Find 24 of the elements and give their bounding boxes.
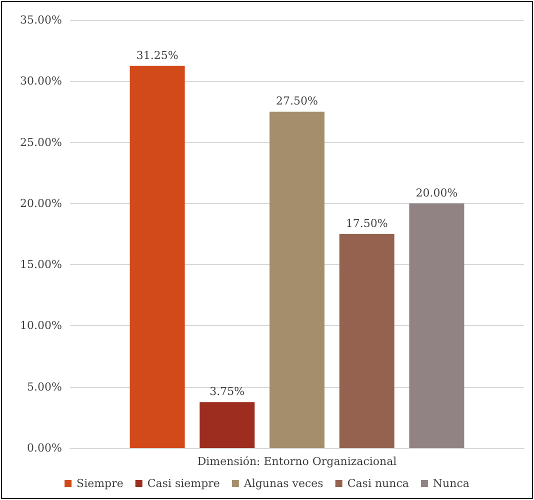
y-tick-label: 30.00% bbox=[20, 74, 62, 88]
y-tick-label: 15.00% bbox=[20, 258, 62, 272]
legend-label: Algunas veces bbox=[242, 477, 324, 490]
legend-label: Nunca bbox=[432, 477, 470, 490]
data-label: 31.25% bbox=[136, 48, 178, 62]
y-tick-label: 0.00% bbox=[27, 442, 62, 454]
data-label: 27.50% bbox=[276, 94, 318, 108]
y-tick-label: 35.00% bbox=[20, 14, 62, 26]
legend-label: Casi nunca bbox=[347, 477, 410, 490]
y-tick-label: 20.00% bbox=[20, 196, 62, 210]
bar bbox=[270, 112, 324, 448]
bar bbox=[409, 203, 464, 448]
bar bbox=[339, 234, 394, 448]
y-tick-label: 10.00% bbox=[20, 319, 62, 332]
legend-label: Siempre bbox=[76, 477, 124, 490]
x-tick-label: Dimensión: Entorno Organizacional bbox=[197, 455, 398, 468]
data-label: 3.75% bbox=[210, 385, 245, 398]
data-label: 20.00% bbox=[416, 186, 458, 200]
y-tick-label: 25.00% bbox=[20, 136, 62, 149]
bar bbox=[130, 66, 185, 448]
legend-label: Casi siempre bbox=[147, 477, 220, 490]
data-label: 17.50% bbox=[346, 217, 388, 230]
bar bbox=[200, 402, 255, 448]
y-tick-label: 5.00% bbox=[27, 380, 62, 394]
